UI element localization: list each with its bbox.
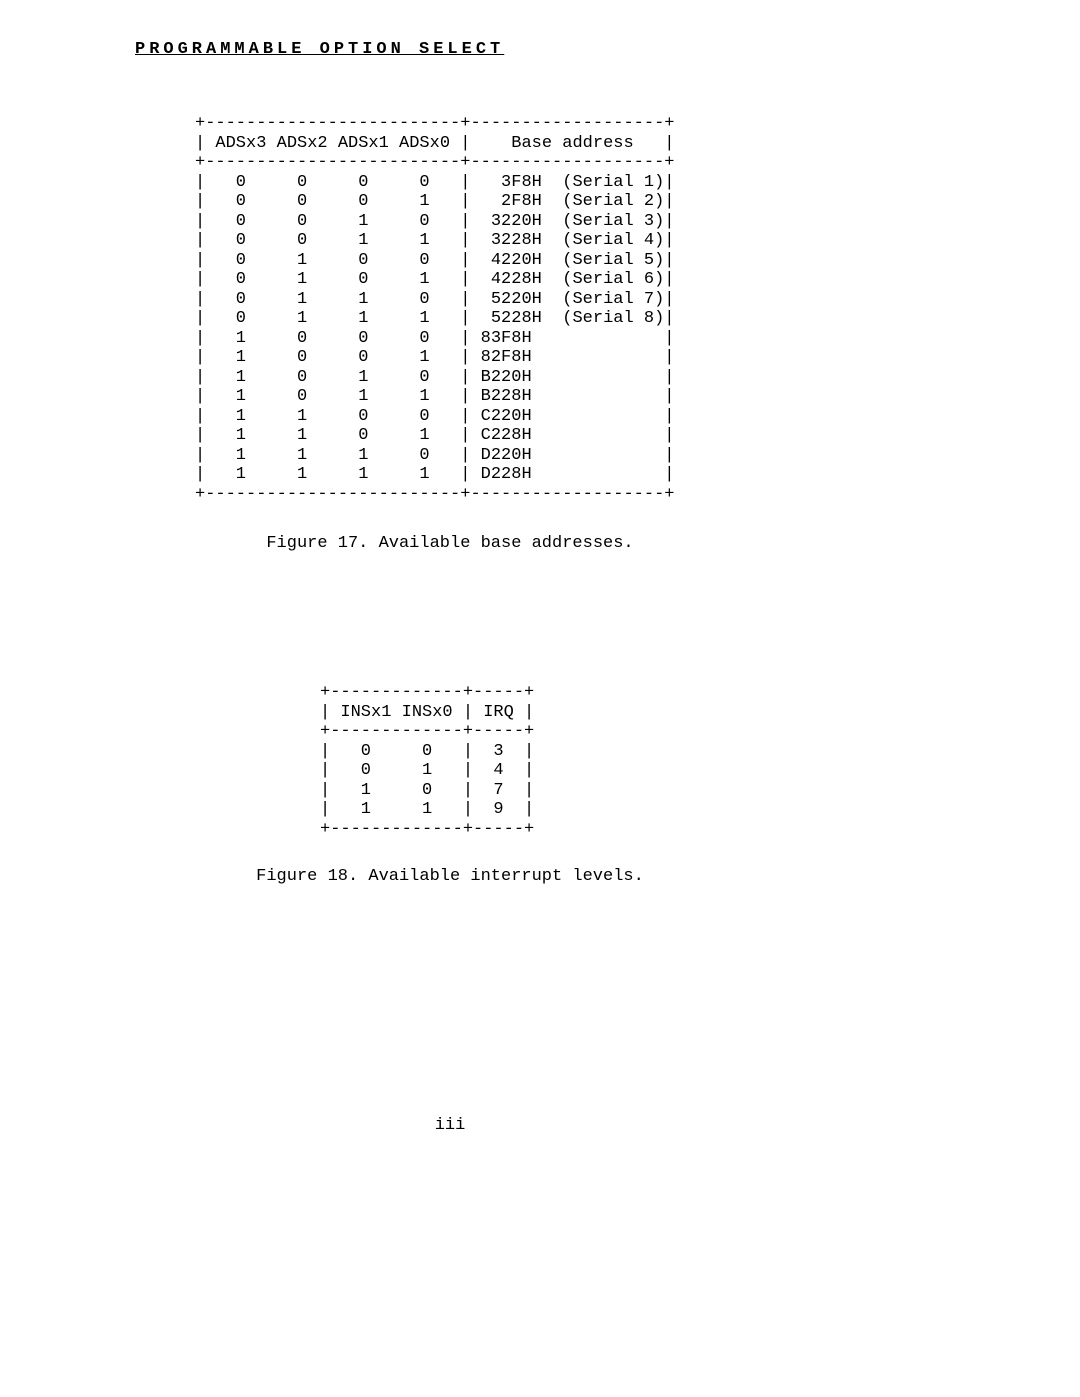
table-row: | 0 0 0 1 | 2F8H (Serial 2)| bbox=[195, 192, 674, 211]
table-row: | 0 1 | 4 | bbox=[320, 761, 534, 780]
table-row: | 0 0 1 0 | 3220H (Serial 3)| bbox=[195, 212, 674, 231]
page-number: iii bbox=[0, 1116, 1080, 1135]
table-header-border: +-------------+-----+ bbox=[320, 722, 534, 741]
table-row: | 0 1 1 1 | 5228H (Serial 8)| bbox=[195, 309, 674, 328]
table-header-row: | ADSx3 ADSx2 ADSx1 ADSx0 | Base address… bbox=[195, 134, 674, 153]
base-address-table: +-------------------------+-------------… bbox=[0, 114, 1080, 504]
table-bottom-border: +-------------------------+-------------… bbox=[195, 485, 674, 504]
table-row: | 0 0 0 0 | 3F8H (Serial 1)| bbox=[195, 173, 674, 192]
table-bottom-border: +-------------+-----+ bbox=[320, 820, 534, 839]
table-row: | 1 0 | 7 | bbox=[320, 781, 534, 800]
table-row: | 1 1 0 1 | C228H | bbox=[195, 426, 674, 445]
table-top-border: +-------------------------+-------------… bbox=[195, 114, 674, 133]
table-row: | 1 0 1 0 | B220H | bbox=[195, 368, 674, 387]
table-header-row: | INSx1 INSx0 | IRQ | bbox=[320, 703, 534, 722]
page-heading: PROGRAMMABLE OPTION SELECT bbox=[0, 40, 1080, 59]
table-row: | 1 0 0 0 | 83F8H | bbox=[195, 329, 674, 348]
table-row: | 1 0 1 1 | B228H | bbox=[195, 387, 674, 406]
table-row: | 1 1 | 9 | bbox=[320, 800, 534, 819]
figure-18-caption: Figure 18. Available interrupt levels. bbox=[0, 867, 1080, 886]
table-row: | 0 1 0 1 | 4228H (Serial 6)| bbox=[195, 270, 674, 289]
table-header-border: +-------------------------+-------------… bbox=[195, 153, 674, 172]
table-row: | 0 1 1 0 | 5220H (Serial 7)| bbox=[195, 290, 674, 309]
table-row: | 1 0 0 1 | 82F8H | bbox=[195, 348, 674, 367]
table-row: | 1 1 1 0 | D220H | bbox=[195, 446, 674, 465]
table-top-border: +-------------+-----+ bbox=[320, 683, 534, 702]
table-row: | 0 1 0 0 | 4220H (Serial 5)| bbox=[195, 251, 674, 270]
figure-17-caption: Figure 17. Available base addresses. bbox=[0, 534, 1080, 553]
table-row: | 0 0 | 3 | bbox=[320, 742, 534, 761]
table-row: | 1 1 0 0 | C220H | bbox=[195, 407, 674, 426]
table-row: | 1 1 1 1 | D228H | bbox=[195, 465, 674, 484]
table-row: | 0 0 1 1 | 3228H (Serial 4)| bbox=[195, 231, 674, 250]
irq-table: +-------------+-----+ | INSx1 INSx0 | IR… bbox=[0, 683, 1080, 839]
